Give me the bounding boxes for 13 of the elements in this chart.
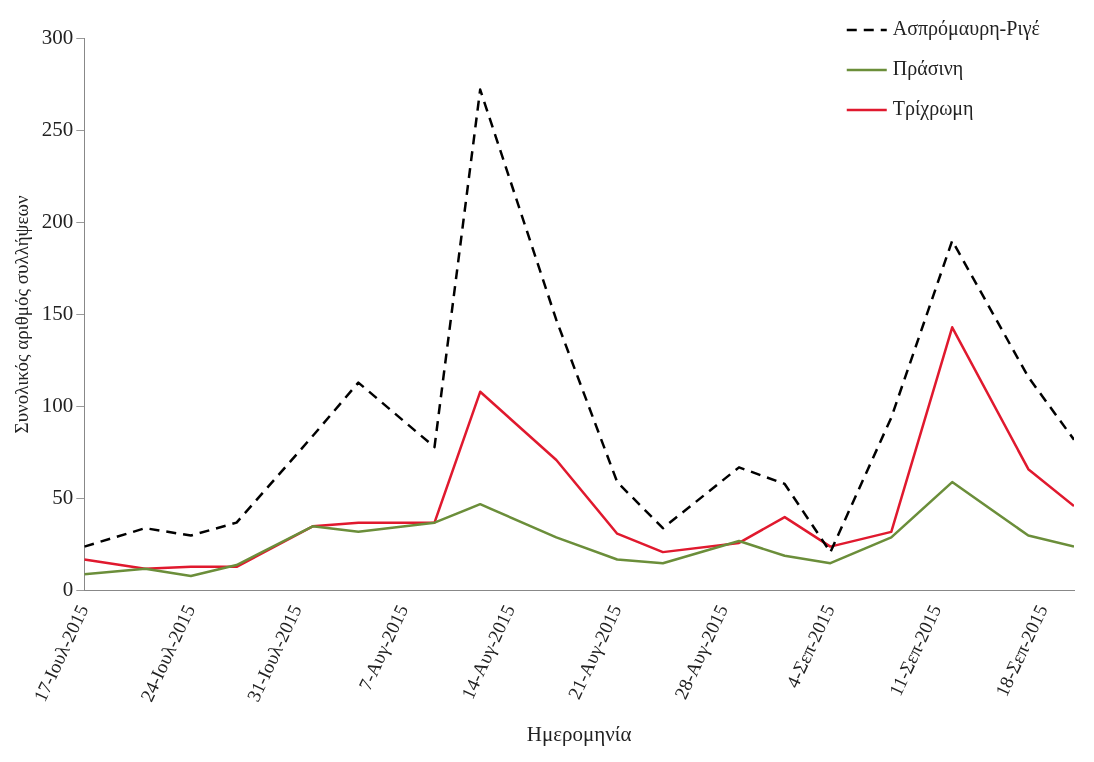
y-tick-label: 0 <box>62 577 74 602</box>
y-tick-label: 100 <box>41 393 74 418</box>
y-tick-label: 50 <box>52 485 74 510</box>
legend-label: Τρίχρωμη <box>892 97 974 121</box>
y-tick-label: 300 <box>41 24 74 49</box>
x-axis-title: Ημερομηνία <box>526 721 632 746</box>
legend-label: Ασπρόμαυρη-Ριγέ <box>892 17 1040 41</box>
y-axis-title: Συνολικός αριθμός συλλήψεων <box>11 195 33 434</box>
legend-label: Πράσινη <box>892 57 964 81</box>
line-series <box>84 88 1074 554</box>
y-tick-label: 250 <box>41 116 74 141</box>
y-tick-label: 200 <box>41 208 74 233</box>
y-tick-label: 150 <box>41 300 74 325</box>
